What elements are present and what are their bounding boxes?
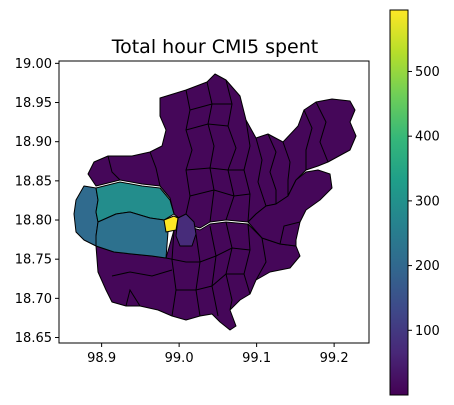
y-tick-label: 18.85 [15, 174, 52, 189]
colorbar-tick-label: 300 [415, 194, 440, 209]
district-indigo-central [175, 213, 197, 247]
y-tick-label: 18.70 [15, 292, 52, 307]
colorbar [389, 9, 409, 396]
x-tick-label: 99.0 [165, 351, 194, 366]
y-tick-label: 18.65 [15, 331, 52, 346]
district-yellow-central [163, 215, 179, 233]
y-tick-label: 19.00 [15, 57, 52, 72]
colorbar-ticks: 100 200 300 400 500 [408, 65, 440, 339]
y-tick-label: 18.95 [15, 96, 52, 111]
district-far-west [73, 185, 99, 247]
colorbar-tick-label: 100 [415, 324, 440, 339]
x-axis-ticks: 98.9 99.0 99.1 99.2 [87, 343, 349, 366]
district-boundaries [107, 79, 329, 317]
district-region-east [247, 169, 333, 247]
y-axis-ticks: 18.65 18.70 18.75 18.80 18.85 18.90 18.95 19.00 [15, 57, 59, 346]
colorbar-tick-label: 200 [415, 259, 440, 274]
x-tick-label: 99.2 [320, 351, 349, 366]
y-tick-label: 18.75 [15, 253, 52, 268]
colorbar-tick-label: 400 [415, 130, 440, 145]
y-tick-label: 18.90 [15, 135, 52, 150]
map-layer [73, 73, 357, 331]
x-tick-label: 99.1 [242, 351, 271, 366]
axes-frame [58, 60, 370, 344]
y-tick-label: 18.80 [15, 214, 52, 229]
x-tick-label: 98.9 [87, 351, 116, 366]
chart-title: Total hour CMI5 spent [111, 36, 319, 58]
colorbar-tick-label: 500 [415, 65, 440, 80]
